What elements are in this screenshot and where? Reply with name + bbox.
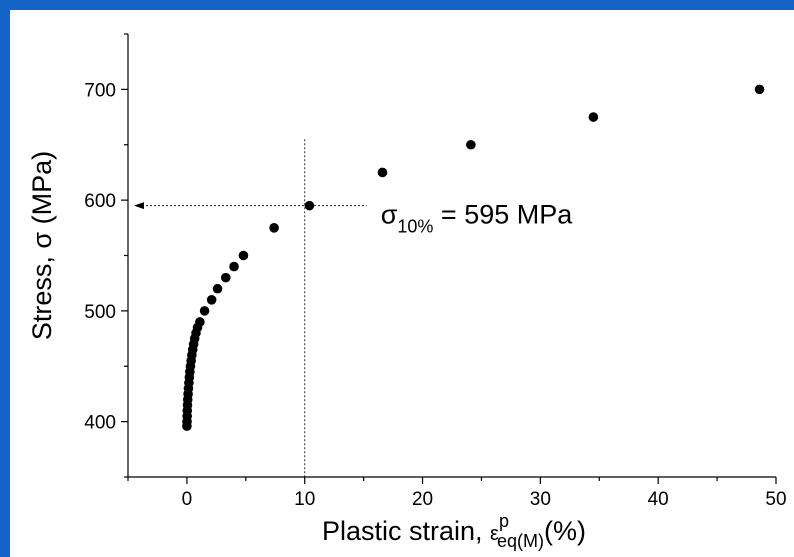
data-point [220, 272, 231, 283]
x-axis-title-superscript: p [499, 511, 509, 531]
annotation-value: = 595 MPa [433, 200, 573, 230]
data-point [466, 139, 476, 150]
data-point [754, 84, 765, 95]
x-axis-title-subscript: eq(M) [497, 531, 544, 551]
data-point [238, 250, 249, 261]
y-tick-label: 400 [84, 413, 116, 434]
x-axis-title-text: Plastic strain, [322, 516, 490, 546]
x-axis-title-symbol: ε [490, 523, 499, 545]
x-tick-label: 50 [765, 489, 786, 510]
data-point [229, 261, 239, 272]
data-point [206, 295, 217, 305]
data-point [588, 112, 599, 122]
x-axis-title-unit: (%) [544, 516, 586, 546]
x-axis-title: Plastic strain, εp eq(M)(%) [322, 511, 586, 551]
annotation-subscript: 10% [397, 217, 433, 237]
data-point [377, 167, 388, 178]
x-tick-label: 40 [648, 489, 669, 510]
data-point [199, 306, 210, 316]
data-points [182, 84, 765, 431]
x-tick-label: 30 [530, 489, 551, 510]
sigma-10-annotation: σ10% = 595 MPa [381, 200, 574, 237]
x-tick-label: 10 [294, 489, 315, 510]
chart-panel: 0 10 20 30 40 50 400 500 600 700 σ10% = 595 MPa … [10, 10, 794, 557]
x-ticks: 0 10 20 30 40 50 [127, 477, 787, 510]
data-point [304, 200, 315, 211]
y-tick-label: 600 [84, 191, 116, 212]
annotation-symbol: σ [381, 200, 398, 230]
y-ticks: 400 500 600 700 [84, 33, 128, 478]
y-tick-label: 700 [84, 80, 116, 101]
guide-lines [134, 139, 367, 477]
data-point [212, 283, 223, 294]
data-point [269, 223, 279, 233]
y-axis-title: Stress, σ (MPa) [27, 151, 57, 340]
x-tick-label: 20 [412, 489, 433, 510]
data-point [195, 317, 205, 327]
axes: 0 10 20 30 40 50 400 500 600 700 [84, 33, 787, 510]
y-tick-label: 500 [84, 302, 116, 323]
guide-arrowhead [134, 202, 144, 210]
x-tick-label: 0 [182, 489, 193, 510]
